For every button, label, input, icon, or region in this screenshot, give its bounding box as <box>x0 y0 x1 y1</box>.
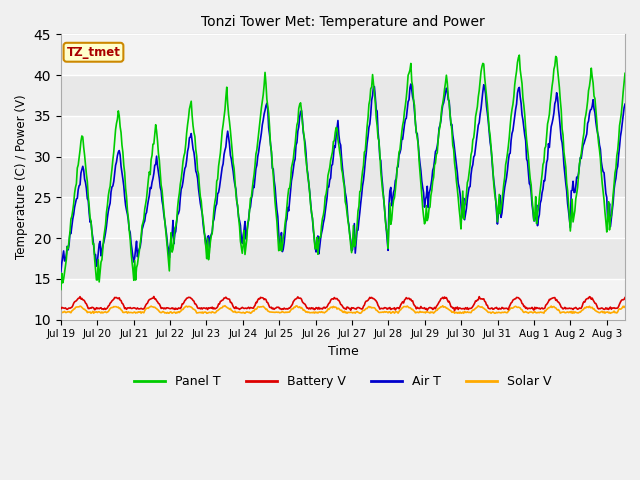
Solar V <box>532 310 540 316</box>
Solar V <box>221 303 228 309</box>
Solar V <box>57 310 65 316</box>
Air T <box>465 190 472 195</box>
Bar <box>61 197 625 238</box>
Y-axis label: Temperature (C) / Power (V): Temperature (C) / Power (V) <box>15 95 28 259</box>
Battery V <box>137 305 145 311</box>
Battery V <box>497 306 505 312</box>
Battery V <box>609 305 616 311</box>
Panel T <box>137 234 145 240</box>
Battery V <box>532 305 540 311</box>
Solar V <box>268 309 275 315</box>
Air T <box>57 269 65 275</box>
Bar <box>61 35 625 75</box>
Battery V <box>621 295 629 300</box>
Solar V <box>87 311 95 316</box>
Battery V <box>57 306 65 312</box>
Air T <box>607 216 615 222</box>
Solar V <box>497 310 505 316</box>
Title: Tonzi Tower Met: Temperature and Power: Tonzi Tower Met: Temperature and Power <box>201 15 485 29</box>
Line: Panel T: Panel T <box>61 55 625 289</box>
Air T <box>407 81 415 87</box>
Panel T <box>532 194 540 200</box>
Line: Battery V: Battery V <box>61 297 625 311</box>
Panel T <box>621 71 629 76</box>
Panel T <box>463 180 471 185</box>
Air T <box>137 238 145 243</box>
Panel T <box>607 213 615 219</box>
Panel T <box>266 124 273 130</box>
Battery V <box>267 305 275 311</box>
Battery V <box>465 306 473 312</box>
Solar V <box>138 309 146 315</box>
Air T <box>621 101 629 107</box>
Text: TZ_tmet: TZ_tmet <box>67 46 120 59</box>
Battery V <box>451 308 458 313</box>
Solar V <box>465 310 473 315</box>
Line: Air T: Air T <box>61 84 625 272</box>
Legend: Panel T, Battery V, Air T, Solar V: Panel T, Battery V, Air T, Solar V <box>129 371 557 394</box>
Line: Solar V: Solar V <box>61 306 625 313</box>
Battery V <box>150 294 157 300</box>
X-axis label: Time: Time <box>328 345 358 358</box>
Panel T <box>515 52 523 58</box>
Solar V <box>609 310 616 315</box>
Panel T <box>495 192 503 197</box>
Air T <box>496 192 504 198</box>
Solar V <box>621 303 629 309</box>
Bar <box>61 116 625 156</box>
Air T <box>266 132 273 138</box>
Air T <box>532 211 540 216</box>
Panel T <box>57 287 65 292</box>
Bar <box>61 279 625 320</box>
